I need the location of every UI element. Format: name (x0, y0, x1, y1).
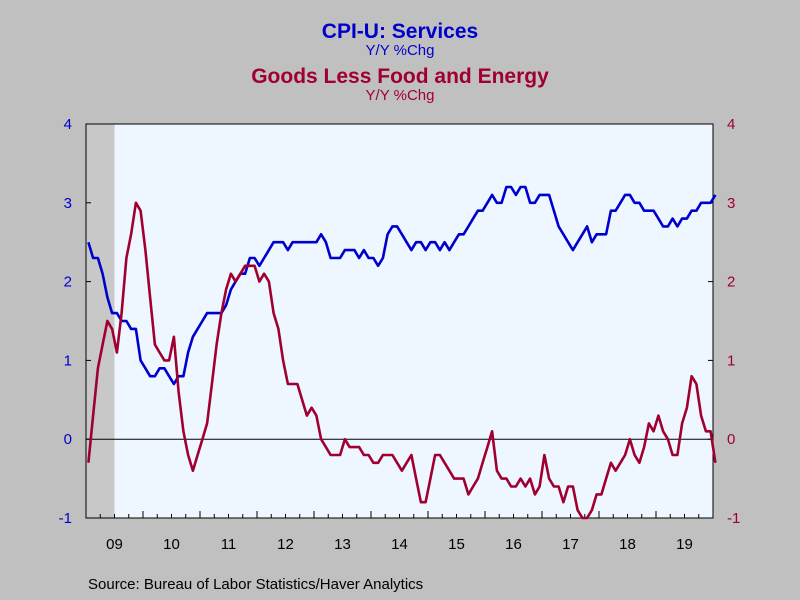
services-series-line (87, 185, 717, 386)
chart-title: CPI-U: Services (321, 20, 479, 43)
y-left-tick-label: 4 (64, 116, 72, 133)
y-right-tick-label: 0 (727, 431, 735, 448)
y-left-tick-label: 2 (64, 274, 72, 291)
chart-title-2: Goods Less Food and Energy (251, 65, 549, 88)
x-tick-label: 14 (391, 536, 408, 553)
plot-area (86, 124, 713, 518)
x-tick-label: 17 (562, 536, 579, 553)
y-left-tick-label: 3 (64, 195, 72, 212)
x-tick-label: 15 (448, 536, 465, 553)
chart-subtitle-2: Y/Y %Chg (365, 87, 435, 104)
chart-subtitle: Y/Y %Chg (365, 42, 435, 59)
x-tick-label: 09 (106, 536, 123, 553)
recession-band (86, 124, 115, 518)
y-left-tick-label: 1 (64, 352, 72, 369)
y-right-tick-label: -1 (727, 510, 740, 527)
y-right-tick-label: 3 (727, 195, 735, 212)
source-note: Source: Bureau of Labor Statistics/Haver… (88, 576, 424, 593)
y-right-tick-label: 1 (727, 352, 735, 369)
goods-series-line (87, 201, 717, 520)
x-tick-label: 11 (221, 536, 237, 553)
x-tick-label: 13 (334, 536, 351, 553)
y-left-tick-label: -1 (59, 510, 72, 527)
y-right-tick-label: 2 (727, 274, 735, 291)
y-right-tick-label: 4 (727, 116, 735, 133)
x-tick-label: 19 (676, 536, 693, 553)
x-tick-label: 16 (505, 536, 522, 553)
x-tick-label: 10 (163, 536, 180, 553)
x-tick-label: 18 (619, 536, 636, 553)
x-tick-label: 12 (277, 536, 294, 553)
y-left-tick-label: 0 (64, 431, 72, 448)
